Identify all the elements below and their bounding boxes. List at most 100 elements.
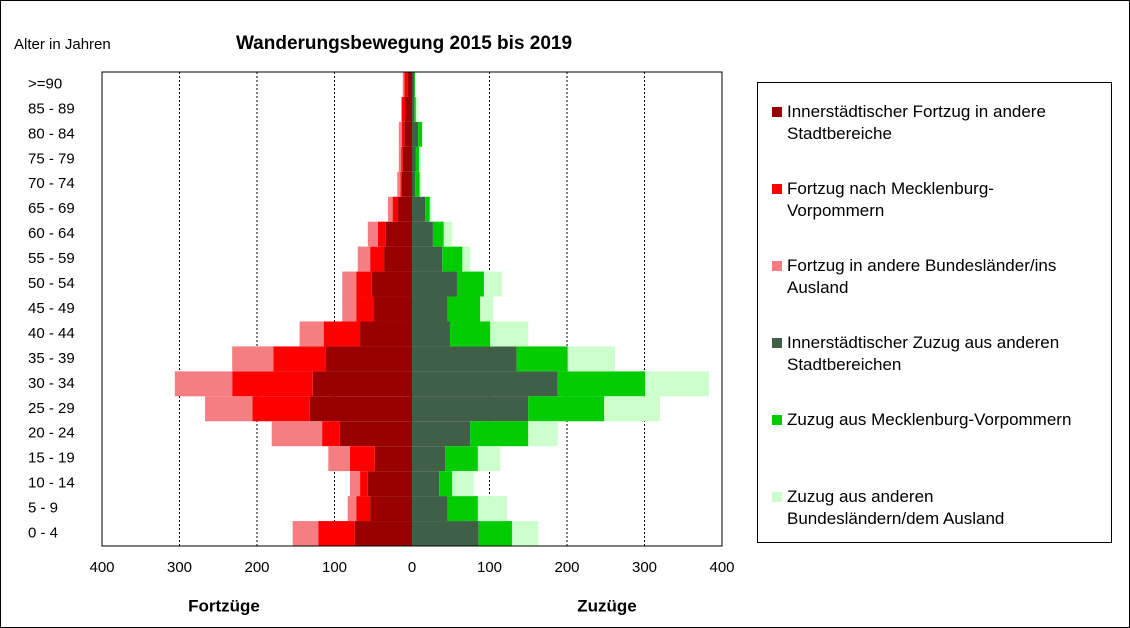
y-tick-label: 0 - 4 (28, 524, 58, 541)
legend-label: Zuzug aus Mecklenburg-Vorpommern (787, 410, 1072, 429)
bar (412, 96, 415, 122)
plot-border (101, 71, 723, 547)
y-tick-label: 85 - 89 (28, 100, 75, 117)
bar (402, 72, 405, 97)
bar (232, 371, 313, 397)
bar (425, 196, 430, 222)
bar (447, 496, 478, 522)
bar (205, 396, 253, 422)
bar (404, 121, 412, 147)
bar (412, 421, 471, 447)
bar (398, 146, 402, 172)
bar (322, 421, 340, 447)
y-tick-label: 55 - 59 (28, 250, 75, 267)
bar (387, 196, 393, 222)
x-tick-label: 300 (167, 559, 192, 576)
legend-swatch (772, 107, 782, 117)
bar (419, 171, 422, 197)
bar (350, 446, 375, 472)
bar (516, 346, 568, 372)
bar (412, 496, 448, 522)
x-tick-label: 100 (322, 559, 347, 576)
y-tick-label: 30 - 34 (28, 375, 75, 392)
legend-item: Zuzug aus anderen Bundesländern/dem Ausl… (772, 486, 1092, 530)
bar (232, 346, 274, 372)
x-tick-label: 200 (554, 559, 579, 576)
legend-item: Fortzug nach Mecklenburg-Vorpommern (772, 178, 1092, 222)
bar (398, 121, 402, 147)
bar (412, 446, 446, 472)
x-tick-label: 100 (477, 559, 502, 576)
bar (412, 121, 419, 147)
bar (528, 396, 605, 422)
bar (356, 496, 371, 522)
legend-label: Innerstädtischer Zuzug aus anderen Stadt… (787, 333, 1060, 374)
x-tick-label: 200 (244, 559, 269, 576)
bar (339, 421, 412, 447)
bar (401, 171, 412, 197)
bar (429, 196, 433, 222)
bar (371, 271, 412, 297)
bar (477, 446, 501, 472)
bar (418, 121, 423, 147)
bar (370, 246, 385, 272)
bar (347, 496, 357, 522)
bar (299, 321, 324, 347)
bar (402, 146, 412, 172)
bar (470, 421, 529, 447)
bar (367, 221, 378, 247)
y-tick-label: 40 - 44 (28, 325, 75, 342)
y-tick-label: 35 - 39 (28, 350, 75, 367)
bar (480, 296, 494, 322)
y-tick-label: >=90 (28, 75, 62, 92)
bar (447, 296, 481, 322)
legend-swatch (772, 415, 782, 425)
bar (374, 296, 412, 322)
y-tick-label: 10 - 14 (28, 475, 75, 492)
bar (350, 471, 361, 497)
y-tick-label: 70 - 74 (28, 175, 75, 192)
bar (400, 171, 402, 197)
bar (356, 296, 375, 322)
y-tick-label: 25 - 29 (28, 400, 75, 417)
bar (442, 246, 463, 272)
y-tick-label: 65 - 69 (28, 200, 75, 217)
legend-label: Innerstädtischer Fortzug in andere Stadt… (787, 102, 1046, 143)
bar (377, 221, 386, 247)
bar (412, 296, 448, 322)
bar (567, 346, 616, 372)
legend-label: Fortzug in andere Bundesländer/ins Ausla… (787, 256, 1057, 297)
bar (412, 146, 416, 172)
bar (252, 396, 310, 422)
bar (342, 296, 357, 322)
y-tick-label: 45 - 49 (28, 300, 75, 317)
bar (401, 96, 406, 122)
bar (392, 196, 399, 222)
bar (342, 271, 357, 297)
bar (418, 146, 422, 172)
bar (384, 246, 412, 272)
bar (490, 321, 529, 347)
x-tick-label: 300 (632, 559, 657, 576)
legend-item: Innerstädtischer Fortzug in andere Stadt… (772, 101, 1092, 145)
bar (439, 471, 453, 497)
bar (405, 96, 412, 122)
bar (401, 146, 403, 172)
bar (414, 96, 416, 122)
y-tick-label: 50 - 54 (28, 275, 75, 292)
bar (478, 521, 512, 546)
legend-swatch (772, 261, 782, 271)
bar (557, 371, 646, 397)
bar (432, 221, 444, 247)
bar (645, 371, 709, 397)
bar (412, 396, 529, 422)
legend-label: Zuzug aus anderen Bundesländern/dem Ausl… (787, 487, 1005, 528)
bar (528, 421, 558, 447)
bar (360, 321, 412, 347)
legend-swatch (772, 492, 782, 502)
bar (354, 521, 412, 546)
bar (443, 221, 453, 247)
bar (323, 321, 361, 347)
bar (292, 521, 319, 546)
